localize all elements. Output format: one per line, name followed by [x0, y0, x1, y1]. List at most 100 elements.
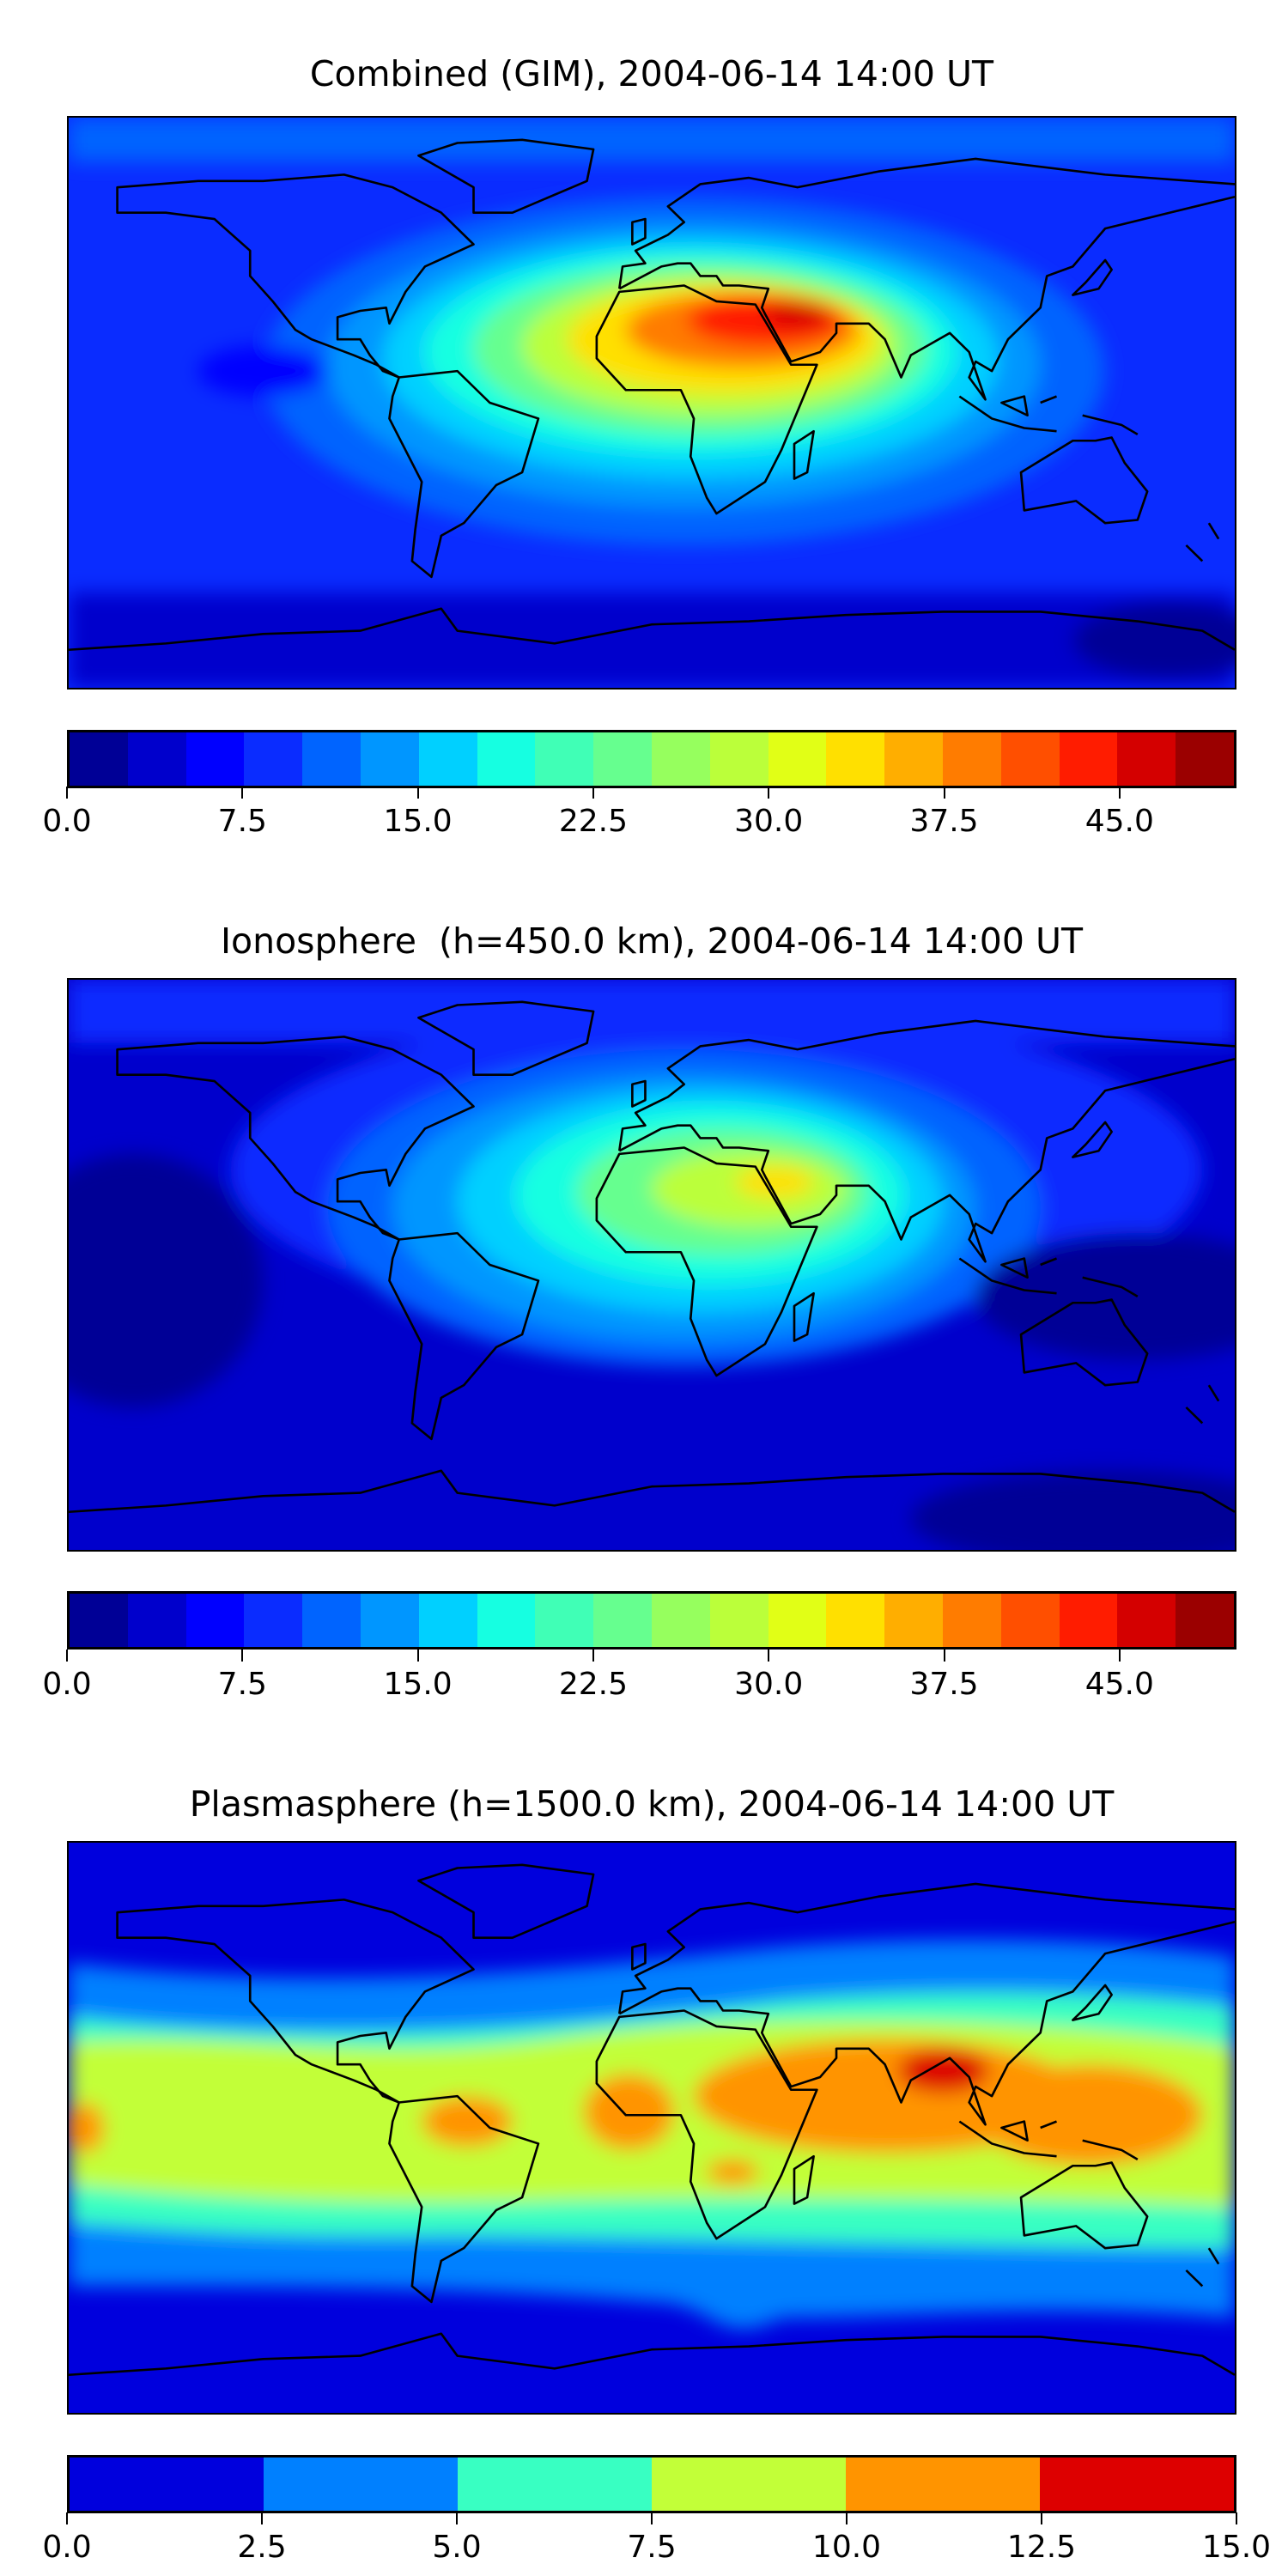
- colorbar-segment: [1040, 2458, 1234, 2511]
- colorbar-tick: [416, 1649, 419, 1662]
- colorbar-segment: [477, 732, 536, 786]
- colorbar-segment: [477, 1594, 536, 1647]
- colorbar-segment: [1117, 1594, 1176, 1647]
- colorbar-segment: [185, 732, 245, 786]
- colorbar-tick-label: 45.0: [1084, 1667, 1154, 1702]
- colorbar-segment: [458, 2458, 652, 2511]
- colorbar-tick: [943, 1649, 945, 1662]
- colorbar-segment: [1176, 732, 1234, 786]
- colorbar-tick-label: 10.0: [811, 2530, 882, 2565]
- colorbar-tick-label: 30.0: [734, 1667, 804, 1702]
- colorbar-segment: [1059, 1594, 1118, 1647]
- colorbar-segment: [942, 1594, 1001, 1647]
- colorbar-tick-label: 22.5: [558, 1667, 628, 1702]
- colorbar-segment: [244, 1594, 303, 1647]
- colorbar-tick-label: 30.0: [734, 804, 804, 839]
- colorbar-segment: [593, 1594, 652, 1647]
- colorbar-segment: [418, 732, 477, 786]
- colorbar-segment: [884, 1594, 943, 1647]
- colorbar-segment: [418, 1594, 477, 1647]
- colorbar-tick: [846, 2512, 848, 2524]
- colorbar-segment: [1117, 732, 1176, 786]
- colorbar-segment: [127, 1594, 186, 1647]
- colorbar-tick-label: 22.5: [558, 804, 628, 839]
- colorbar-tick: [66, 2512, 68, 2524]
- colorbar-segment: [535, 1594, 594, 1647]
- colorbar-tick-label: 2.5: [237, 2530, 287, 2565]
- chart-title-combined: Combined (GIM), 2004-06-14 14:00 UT: [309, 53, 994, 94]
- colorbar-ticks-combined: 0.0 7.5 15.0 22.5 30.0 37.5 45.0: [42, 787, 1236, 847]
- colorbar-tick-label: 15.0: [383, 804, 453, 839]
- map-ionosphere: [67, 978, 1236, 1552]
- colorbar-tick: [943, 787, 945, 799]
- colorbar-segment: [302, 732, 361, 786]
- colorbar-tick: [66, 787, 68, 799]
- colorbar-tick-label: 5.0: [432, 2530, 482, 2565]
- colorbar-tick-label: 45.0: [1084, 804, 1154, 839]
- colorbar-tick-label: 7.5: [217, 1667, 267, 1702]
- colorbar-segment: [535, 732, 594, 786]
- colorbar-tick: [651, 2512, 653, 2524]
- colorbar-combined: [67, 730, 1236, 788]
- colorbar-tick-label: 37.5: [909, 1667, 979, 1702]
- colorbar-segment: [884, 732, 943, 786]
- colorbar-segment: [1176, 1594, 1234, 1647]
- colorbar-tick-label: 15.0: [383, 1667, 453, 1702]
- colorbar-tick: [592, 1649, 594, 1662]
- colorbar-segment: [1000, 732, 1060, 786]
- colorbar-segment: [70, 2458, 264, 2511]
- colorbar-segment: [942, 732, 1001, 786]
- colorbar-tick: [592, 787, 594, 799]
- colorbar-segment: [1000, 1594, 1060, 1647]
- colorbar-tick: [768, 1649, 770, 1662]
- colorbar-tick: [1236, 2512, 1237, 2524]
- colorbar-segment: [185, 1594, 245, 1647]
- colorbar-ticks-plasmasphere: 0.0 2.5 5.0 7.5 10.0 12.5 15.0: [42, 2512, 1271, 2573]
- colorbar-segment: [127, 732, 186, 786]
- colorbar-ticks-ionosphere: 0.0 7.5 15.0 22.5 30.0 37.5 45.0: [42, 1649, 1236, 1710]
- colorbar-segment: [70, 732, 128, 786]
- colorbar-segment: [709, 732, 769, 786]
- colorbar-plasmasphere: [67, 2455, 1236, 2513]
- colorbar-segment: [593, 732, 652, 786]
- colorbar-tick-label: 0.0: [42, 804, 92, 839]
- colorbar-tick: [241, 1649, 244, 1662]
- colorbar-segment: [768, 1594, 827, 1647]
- colorbar-segment: [651, 1594, 710, 1647]
- colorbar-segment: [846, 2458, 1040, 2511]
- map-combined-gim: [67, 116, 1236, 690]
- colorbar-tick: [1118, 1649, 1121, 1662]
- colorbar-tick-label: 12.5: [1006, 2530, 1077, 2565]
- colorbar-segment: [360, 732, 419, 786]
- colorbar-segment: [264, 2458, 458, 2511]
- colorbar-segment: [70, 1594, 128, 1647]
- colorbar-tick: [416, 787, 419, 799]
- colorbar-segment: [360, 1594, 419, 1647]
- colorbar-tick-label: 7.5: [217, 804, 267, 839]
- colorbar-tick: [66, 1649, 68, 1662]
- colorbar-tick: [768, 787, 770, 799]
- colorbar-tick-label: 7.5: [627, 2530, 677, 2565]
- colorbar-segment: [1059, 732, 1118, 786]
- colorbar-tick: [1118, 787, 1121, 799]
- colorbar-ionosphere: [67, 1591, 1236, 1649]
- colorbar-segment: [826, 732, 885, 786]
- colorbar-tick: [1041, 2512, 1042, 2524]
- colorbar-segment: [652, 2458, 846, 2511]
- colorbar-segment: [651, 732, 710, 786]
- colorbar-segment: [302, 1594, 361, 1647]
- colorbar-segment: [244, 732, 303, 786]
- colorbar-tick-label: 0.0: [42, 1667, 92, 1702]
- colorbar-segment: [826, 1594, 885, 1647]
- map-plasmasphere: [67, 1841, 1236, 2415]
- colorbar-segment: [768, 732, 827, 786]
- chart-title-plasmasphere: Plasmasphere (h=1500.0 km), 2004-06-14 1…: [189, 1783, 1115, 1825]
- colorbar-tick: [241, 787, 244, 799]
- colorbar-tick: [456, 2512, 458, 2524]
- colorbar-tick-label: 0.0: [42, 2530, 92, 2565]
- colorbar-tick-label: 15.0: [1201, 2530, 1272, 2565]
- colorbar-tick: [261, 2512, 263, 2524]
- colorbar-segment: [709, 1594, 769, 1647]
- colorbar-tick-label: 37.5: [909, 804, 979, 839]
- chart-title-ionosphere: Ionosphere (h=450.0 km), 2004-06-14 14:0…: [220, 920, 1084, 962]
